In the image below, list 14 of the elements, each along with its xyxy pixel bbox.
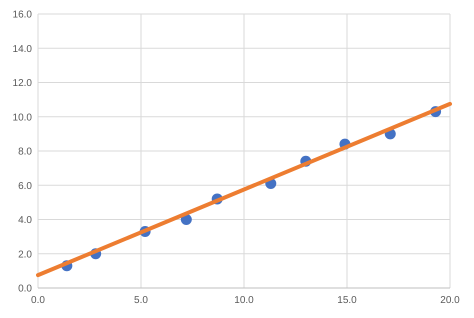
y-tick-label: 2.0 — [18, 249, 32, 260]
y-tick-label: 0.0 — [18, 284, 32, 294]
x-tick-label: 20.0 — [440, 295, 460, 306]
x-tick-label: 10.0 — [234, 295, 254, 306]
y-tick-label: 16.0 — [12, 10, 32, 20]
y-tick-label: 10.0 — [12, 112, 32, 124]
y-tick-label: 4.0 — [18, 215, 32, 226]
y-tick-label: 6.0 — [18, 180, 32, 192]
y-tick-label: 14.0 — [12, 44, 32, 55]
x-tick-label: 5.0 — [134, 295, 148, 306]
y-tick-label: 12.0 — [12, 78, 32, 89]
x-tick-label: 15.0 — [337, 295, 358, 306]
x-tick-label: 0.0 — [31, 295, 46, 306]
y-tick-label: 8.0 — [18, 146, 32, 158]
